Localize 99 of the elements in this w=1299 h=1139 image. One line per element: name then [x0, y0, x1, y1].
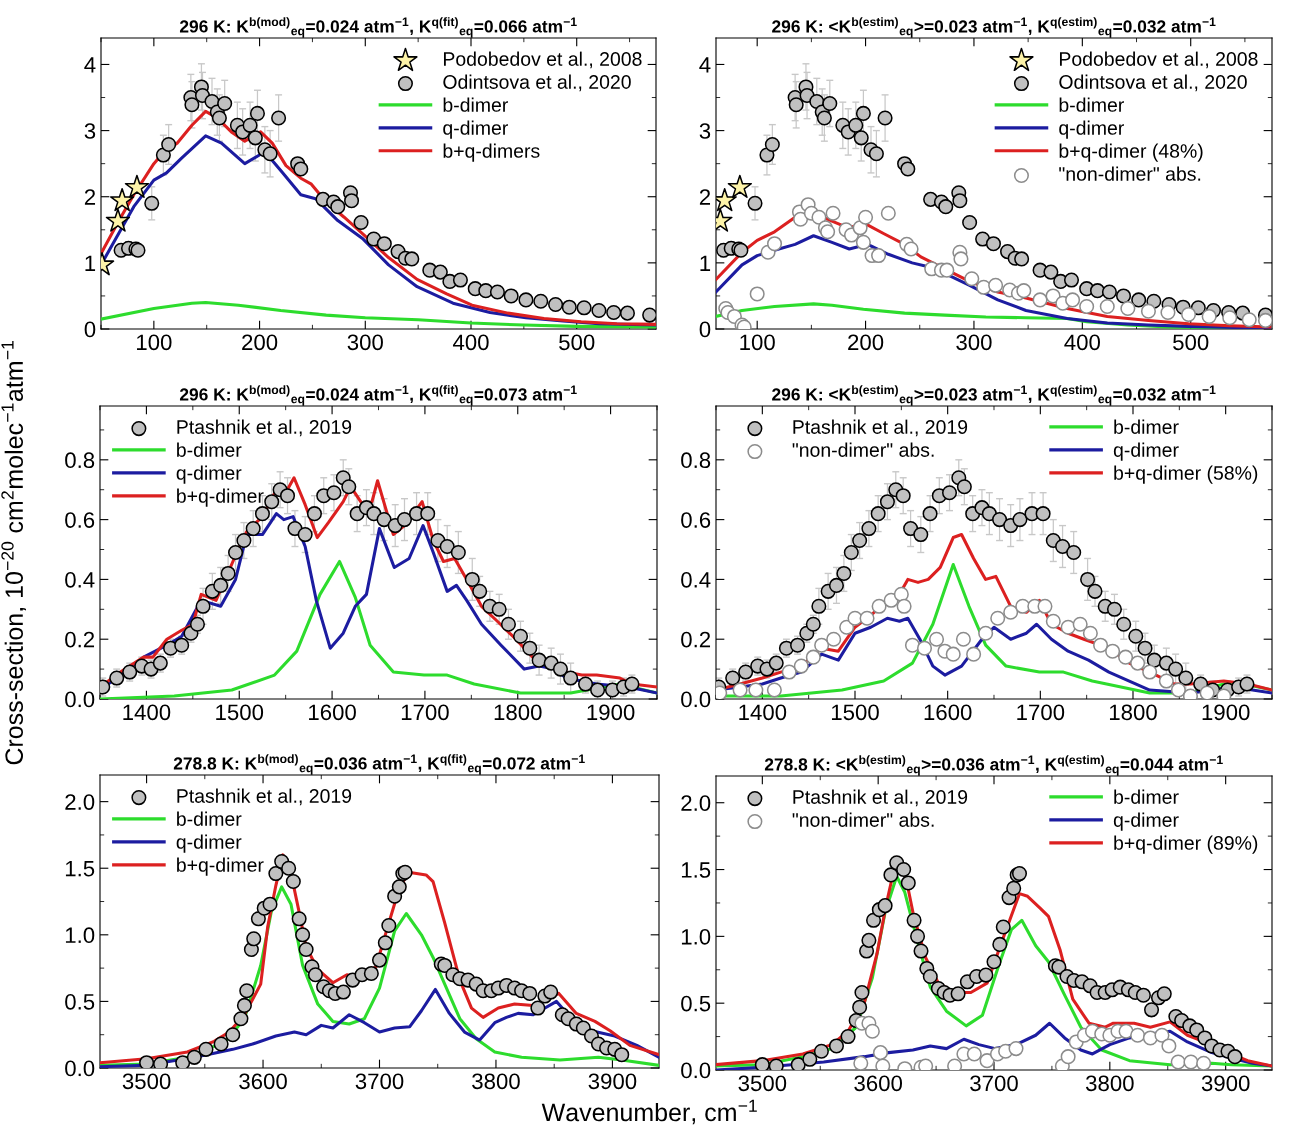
x-tick-label: 3600	[854, 1075, 903, 1092]
legend-label: q-dimer	[176, 465, 242, 484]
legend-label: b+q-dimers	[443, 143, 540, 162]
legend-label: b+q-dimer	[177, 488, 264, 507]
x-tick-label: 1500	[216, 704, 264, 721]
x-tick-label: 1400	[739, 704, 787, 721]
y-tick-label: 4	[84, 57, 96, 73]
x-tick-label: 1600	[924, 704, 972, 721]
chart-title: 278.8 K: K$^{b(mod)}$$_{eq}$=0.036 atm$^{−1}$, K$^{q(fit)}$$_{eq}$=0.072 atm$^{−1}$	[173, 754, 585, 775]
legend-label: Odintsova et al., 2020	[1059, 74, 1247, 92]
x-tick-label: 3700	[355, 1073, 404, 1090]
y-tick-label: 1	[85, 255, 96, 271]
legend-label: b+q-dimer	[177, 857, 264, 876]
x-tick-label: 3500	[122, 1073, 171, 1090]
x-tick-label: 1700	[401, 704, 449, 721]
x-tick-label: 200	[242, 334, 278, 351]
y-tick-label: 0.8	[65, 452, 95, 469]
x-tick-label: 500	[559, 334, 595, 351]
legend-label: q-dimer	[1113, 442, 1179, 461]
y-tick-label: 0.2	[65, 631, 95, 648]
legend-label: b-dimer	[443, 97, 508, 112]
x-tick-label: 1700	[1017, 704, 1065, 721]
legend-label: "non-dimer" abs.	[792, 442, 934, 457]
legend-label: b-dimer	[177, 442, 242, 457]
y-tick-label: 0.4	[65, 571, 95, 588]
legend-label: b-dimer	[1114, 419, 1179, 434]
y-tick-label: 0.0	[681, 691, 711, 708]
y-tick-label: 2.0	[681, 795, 711, 811]
chart-title: 296 K: <K$^{b(estim)}$$_{eq}$>=0.023 atm$^{−1}$, K$^{q(estim)}$$_{eq}$=0.032 atm$^{−1}$	[772, 17, 1216, 38]
y-tick-label: 0.6	[681, 512, 711, 528]
x-tick-label: 1800	[494, 704, 542, 721]
y-tick-label: 2	[699, 189, 711, 205]
y-tick-label: 4	[699, 57, 711, 73]
x-tick-label: 100	[137, 334, 172, 351]
y-tick-label: 1.5	[65, 860, 95, 877]
y-tick-label: 0.0	[65, 691, 95, 708]
x-tick-label: 3500	[738, 1075, 787, 1092]
y-tick-label: 0.0	[65, 1060, 95, 1077]
x-tick-label: 3800	[1085, 1075, 1134, 1092]
chart-title: 296 K: K$^{b(mod)}$$_{eq}$=0.024 atm$^{−1}$, K$^{q(fit)}$$_{eq}$=0.073 atm$^{−1}$	[179, 385, 577, 406]
y-axis-title: Cross-section, 10$^{−20}$ cm$^{2}$molec$^{−1}$atm$^{−1}$	[1, 341, 26, 765]
legend-label: Podobedov et al., 2008	[443, 51, 642, 69]
x-tick-label: 500	[1173, 334, 1209, 351]
y-tick-label: 0.0	[681, 1062, 711, 1079]
x-tick-label: 400	[452, 334, 489, 351]
x-tick-label: 300	[956, 334, 992, 351]
legend-label: Ptashnik et al., 2019	[793, 419, 968, 437]
legend-label: q-dimer	[176, 834, 242, 853]
legend-label: "non-dimer" abs.	[792, 812, 934, 827]
y-tick-label: 1.5	[681, 862, 711, 878]
x-axis-title: Wavenumber, cm$^{−1}$	[541, 1099, 757, 1125]
x-tick-label: 3900	[588, 1073, 637, 1090]
x-tick-label: 1600	[309, 704, 356, 721]
chart-title: 296 K: <K$^{b(estim)}$$_{eq}$>=0.023 atm$^{−1}$, K$^{q(estim)}$$_{eq}$=0.032 atm$^{−1}$	[772, 385, 1216, 406]
x-tick-label: 100	[740, 334, 775, 351]
legend-label: Ptashnik et al., 2019	[793, 789, 968, 807]
y-tick-label: 0	[84, 321, 96, 338]
legend-label: b+q-dimer (48%)	[1059, 143, 1203, 162]
x-tick-label: 300	[347, 334, 383, 351]
y-tick-label: 1	[700, 255, 711, 271]
y-tick-label: 0.8	[681, 452, 711, 469]
x-tick-label: 3800	[472, 1073, 520, 1090]
x-tick-label: 1900	[587, 704, 635, 721]
y-tick-label: 0.5	[681, 995, 711, 1012]
y-tick-label: 3	[84, 123, 96, 139]
y-tick-label: 1.0	[65, 927, 95, 944]
y-tick-label: 1.0	[681, 928, 711, 945]
x-tick-label: 1800	[1109, 704, 1157, 721]
legend-label: q-dimer	[1113, 812, 1179, 831]
y-tick-label: 2.0	[65, 794, 95, 810]
x-tick-label: 3900	[1201, 1075, 1250, 1092]
y-tick-label: 3	[699, 123, 711, 139]
legend-label: b+q-dimer (89%)	[1114, 835, 1258, 854]
legend-label: Odintsova et al., 2020	[443, 74, 631, 92]
x-tick-label: 1400	[123, 704, 171, 721]
y-tick-label: 0.2	[681, 631, 711, 648]
y-tick-label: 0.4	[681, 571, 711, 588]
y-tick-label: 0.5	[65, 993, 95, 1010]
chart-title: 278.8 K: <K$^{b(estim)}$$_{eq}$>=0.036 atm$^{−1}$, K$^{q(estim)}$$_{eq}$=0.044 atm$^{−1}$	[764, 755, 1223, 776]
legend-label: q-dimer	[443, 120, 508, 139]
legend-label: Ptashnik et al., 2019	[177, 419, 352, 437]
legend-label: q-dimer	[1059, 120, 1124, 139]
legend-label: Podobedov et al., 2008	[1059, 51, 1258, 69]
x-tick-label: 3600	[239, 1073, 287, 1090]
chart-title: 296 K: K$^{b(mod)}$$_{eq}$=0.024 atm$^{−1}$, K$^{q(fit)}$$_{eq}$=0.066 atm$^{−1}$	[179, 17, 577, 38]
x-tick-label: 1900	[1202, 704, 1250, 721]
legend-label: Ptashnik et al., 2019	[177, 788, 352, 806]
x-tick-label: 3700	[970, 1075, 1018, 1092]
legend-label: b+q-dimer (58%)	[1114, 465, 1258, 484]
x-tick-label: 1500	[831, 704, 879, 721]
legend-label: b-dimer	[177, 811, 242, 826]
x-tick-label: 200	[848, 334, 884, 351]
y-tick-label: 0	[699, 321, 711, 338]
legend-label: "non-dimer" abs.	[1059, 166, 1201, 181]
y-tick-label: 0.6	[65, 512, 95, 528]
legend-label: b-dimer	[1059, 97, 1124, 112]
y-tick-label: 2	[84, 189, 96, 205]
legend-label: b-dimer	[1114, 789, 1179, 804]
x-tick-label: 400	[1064, 334, 1100, 351]
